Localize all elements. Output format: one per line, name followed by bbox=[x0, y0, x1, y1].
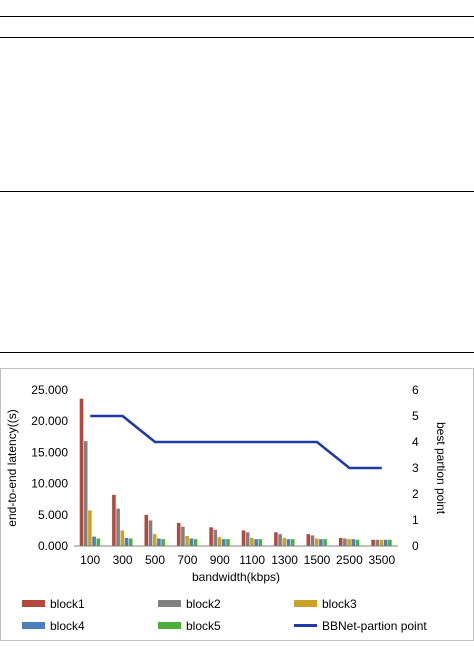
y-tick-label: 5.000 bbox=[38, 508, 68, 522]
partition-line bbox=[90, 414, 382, 470]
latency-chart: 0.000 5.000 10.000 15.000 20.000 25.000 0 1 2 3 4 5… bbox=[0, 368, 474, 641]
y-tick-label: 20.000 bbox=[31, 414, 68, 428]
bar-block3 bbox=[250, 537, 254, 546]
bar-block2 bbox=[278, 534, 282, 546]
table-rule bbox=[0, 16, 474, 18]
bar-block1 bbox=[79, 398, 84, 546]
y-tick-label: 0.000 bbox=[38, 539, 68, 553]
legend-swatch-block2 bbox=[158, 600, 181, 607]
bar-block5 bbox=[226, 539, 230, 546]
bar-block3 bbox=[88, 510, 92, 546]
bar-block3 bbox=[347, 539, 351, 546]
y2-tick-label: 5 bbox=[412, 409, 419, 423]
bar-block1 bbox=[371, 539, 375, 546]
bar-block1 bbox=[144, 514, 149, 546]
x-tick-label: 500 bbox=[145, 553, 165, 567]
legend-label: block4 bbox=[50, 619, 85, 633]
y2-tick-label: 1 bbox=[412, 513, 419, 527]
x-tick-label: 900 bbox=[210, 553, 230, 567]
bar-block5 bbox=[193, 539, 198, 546]
bar-block3 bbox=[217, 537, 222, 546]
y2-tick-label: 3 bbox=[412, 461, 419, 475]
bar-block4 bbox=[383, 539, 388, 546]
table-rule bbox=[0, 352, 474, 354]
y-axis-title: end-to-end latency((s) bbox=[5, 409, 19, 526]
y-tick-label: 25.000 bbox=[31, 383, 68, 397]
x-tick-label: 700 bbox=[177, 553, 197, 567]
bar-block1 bbox=[241, 530, 246, 546]
legend-label: block5 bbox=[186, 619, 221, 633]
legend-swatch-block1 bbox=[22, 600, 45, 607]
bar-block4 bbox=[221, 539, 226, 546]
bar-block3 bbox=[152, 534, 157, 546]
bar-block4 bbox=[351, 539, 356, 546]
bar-block5 bbox=[355, 539, 360, 546]
legend-label: block2 bbox=[186, 597, 221, 611]
bar-block5 bbox=[258, 539, 263, 546]
bar-block4 bbox=[189, 538, 194, 546]
bar-block5 bbox=[128, 538, 133, 546]
y2-tick-label: 2 bbox=[412, 487, 419, 501]
legend-label: block3 bbox=[322, 597, 357, 611]
x-tick-label: 1500 bbox=[304, 553, 331, 567]
legend-label: block1 bbox=[50, 597, 85, 611]
latency-figure: 0.000 5.000 10.000 15.000 20.000 25.000 0 1 2 3 4 5… bbox=[0, 368, 474, 641]
y2-tick-label: 0 bbox=[412, 539, 419, 553]
bar-block5 bbox=[161, 539, 165, 546]
results-table bbox=[0, 16, 474, 354]
y2-tick-label: 4 bbox=[412, 435, 419, 449]
x-tick-label: 2500 bbox=[336, 553, 363, 567]
table-rule bbox=[0, 191, 474, 192]
bar-block2 bbox=[310, 535, 315, 546]
bar-block2 bbox=[83, 441, 88, 546]
bar-block2 bbox=[116, 508, 120, 546]
x-tick-label: 300 bbox=[113, 553, 133, 567]
bar-block5 bbox=[388, 539, 392, 546]
y2-axis-title: best partion point bbox=[434, 422, 448, 515]
bar-block4 bbox=[319, 539, 323, 546]
bar-block4 bbox=[157, 538, 161, 546]
bar-block1 bbox=[338, 537, 343, 546]
table-rule bbox=[0, 37, 474, 38]
bar-block1 bbox=[274, 532, 278, 546]
x-tick-label: 1300 bbox=[271, 553, 298, 567]
legend-swatch-block3 bbox=[294, 600, 317, 607]
x-tick-label: 1100 bbox=[239, 553, 265, 567]
y-tick-label: 15.000 bbox=[31, 445, 68, 459]
bar-block5 bbox=[96, 538, 101, 546]
x-axis-title: bandwidth(kbps) bbox=[192, 570, 280, 584]
bar-block1 bbox=[209, 527, 213, 546]
bar-block5 bbox=[290, 539, 295, 546]
bar-block1 bbox=[176, 522, 181, 546]
legend-label: BBNet-partion point bbox=[322, 619, 427, 633]
bar-block2 bbox=[213, 529, 218, 546]
bar-block2 bbox=[148, 520, 153, 546]
bar-block3 bbox=[282, 537, 287, 546]
bar-block4 bbox=[124, 537, 129, 546]
bar-block3 bbox=[185, 536, 189, 546]
bar-block2 bbox=[245, 532, 250, 546]
bar-block4 bbox=[92, 536, 96, 546]
bar-block2 bbox=[343, 538, 347, 546]
x-tick-label: 3500 bbox=[368, 553, 395, 567]
bar-block1 bbox=[306, 534, 311, 546]
bar-block2 bbox=[375, 539, 380, 546]
bar-block3 bbox=[314, 538, 319, 546]
bar-block5 bbox=[323, 539, 327, 546]
legend-swatch-block4 bbox=[22, 622, 45, 629]
bar-block4 bbox=[286, 539, 291, 546]
legend-swatch-block5 bbox=[158, 622, 181, 629]
bar-block2 bbox=[181, 526, 185, 546]
bar-block4 bbox=[254, 539, 258, 546]
y2-tick-label: 6 bbox=[412, 383, 419, 397]
bar-block1 bbox=[112, 494, 116, 546]
bar-block3 bbox=[379, 539, 384, 546]
y-tick-label: 10.000 bbox=[31, 477, 68, 491]
bar-block3 bbox=[120, 530, 125, 546]
x-tick-label: 100 bbox=[80, 553, 100, 567]
